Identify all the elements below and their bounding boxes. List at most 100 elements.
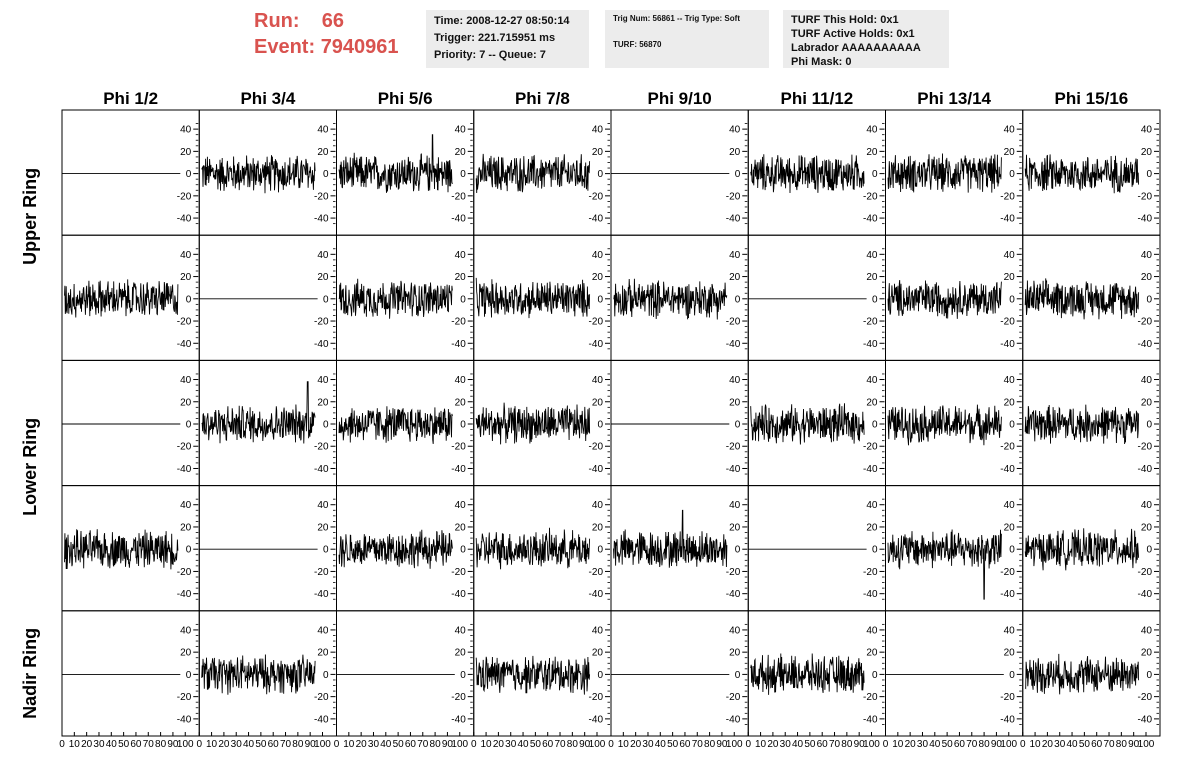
y-tick-label: -40 (1000, 339, 1015, 350)
y-tick-label: 0 (323, 545, 329, 556)
y-tick-label: -40 (314, 589, 329, 600)
y-tick-label: 20 (180, 648, 192, 659)
y-tick-label: 0 (1009, 545, 1015, 556)
x-tick-label: 40 (517, 739, 529, 750)
waveform-trace (887, 280, 1002, 319)
y-tick-label: -20 (726, 692, 741, 703)
y-tick-label: -40 (177, 464, 192, 475)
y-tick-label: -40 (726, 214, 741, 225)
x-tick-label: 40 (792, 739, 804, 750)
x-tick-label: 40 (380, 739, 392, 750)
y-tick-label: 20 (317, 272, 329, 283)
y-tick-label: 20 (1141, 648, 1153, 659)
y-tick-label: 20 (592, 522, 604, 533)
waveform-trace (201, 155, 316, 194)
y-tick-label: 0 (460, 545, 466, 556)
y-tick-label: 40 (455, 375, 467, 386)
y-tick-label: 0 (872, 169, 878, 180)
x-tick-label: 50 (667, 739, 679, 750)
y-tick-label: 0 (186, 545, 192, 556)
y-tick-label: 0 (735, 670, 741, 681)
waveform-trace (1024, 528, 1140, 571)
y-tick-label: 20 (180, 397, 192, 408)
y-tick-label: 20 (866, 272, 878, 283)
y-tick-label: 40 (592, 250, 604, 261)
y-tick-label: -40 (451, 214, 466, 225)
y-tick-label: 0 (597, 169, 603, 180)
y-tick-label: 0 (186, 294, 192, 305)
turf-active-line: TURF Active Holds: 0x1 (791, 28, 915, 40)
y-tick-label: 40 (1004, 375, 1016, 386)
y-tick-label: 0 (872, 294, 878, 305)
y-tick-label: -20 (451, 317, 466, 328)
y-tick-label: -20 (1000, 191, 1015, 202)
y-tick-label: -40 (863, 589, 878, 600)
y-tick-label: -20 (589, 191, 604, 202)
y-tick-label: 0 (1009, 420, 1015, 431)
y-tick-label: 20 (455, 648, 467, 659)
y-tick-label: -20 (314, 191, 329, 202)
y-tick-label: 40 (866, 250, 878, 261)
x-tick-label: 60 (954, 739, 966, 750)
x-tick-label: 40 (929, 739, 941, 750)
x-tick-label: 70 (143, 739, 155, 750)
trig-num-line: Trig Num: 56861 -- Trig Type: Soft (613, 14, 740, 23)
y-tick-label: 40 (180, 500, 192, 511)
y-tick-label: 0 (1009, 169, 1015, 180)
x-tick-label: 0 (883, 739, 889, 750)
x-tick-label: 80 (292, 739, 304, 750)
x-tick-label: 30 (642, 739, 654, 750)
x-tick-label: 0 (608, 739, 614, 750)
y-tick-label: 0 (597, 294, 603, 305)
y-tick-label: -20 (314, 442, 329, 453)
y-tick-label: -40 (1138, 214, 1153, 225)
y-tick-label: 40 (866, 375, 878, 386)
y-tick-label: 0 (735, 545, 741, 556)
y-tick-label: 40 (317, 125, 329, 136)
x-tick-label: 70 (554, 739, 566, 750)
y-tick-label: 0 (1009, 294, 1015, 305)
y-tick-label: 0 (460, 169, 466, 180)
y-tick-label: 40 (1141, 250, 1153, 261)
x-tick-label: 20 (218, 739, 230, 750)
x-tick-label: 80 (567, 739, 579, 750)
y-tick-label: 20 (729, 522, 741, 533)
turf-info-box: TURF This Hold: 0x1 TURF Active Holds: 0… (783, 10, 949, 68)
y-tick-label: -20 (726, 191, 741, 202)
y-tick-label: -40 (314, 339, 329, 350)
y-tick-label: -40 (451, 339, 466, 350)
x-tick-label: 20 (81, 739, 93, 750)
y-tick-label: 0 (186, 169, 192, 180)
x-tick-label: 30 (505, 739, 517, 750)
y-tick-label: -40 (863, 339, 878, 350)
waveform-trace (338, 406, 453, 444)
y-tick-label: -40 (1138, 339, 1153, 350)
y-tick-label: -20 (1138, 317, 1153, 328)
y-tick-label: -40 (863, 464, 878, 475)
column-title: Phi 15/16 (1055, 89, 1129, 108)
x-tick-label: 20 (356, 739, 368, 750)
y-tick-label: -40 (314, 214, 329, 225)
time-line: Time: 2008-12-27 08:50:14 (434, 15, 570, 27)
x-tick-label: 90 (579, 739, 591, 750)
y-tick-label: 20 (317, 648, 329, 659)
y-tick-label: -20 (314, 567, 329, 578)
y-tick-label: 0 (460, 294, 466, 305)
y-tick-label: -20 (863, 567, 878, 578)
y-tick-label: 20 (729, 272, 741, 283)
turf-line: TURF: 56870 (613, 40, 662, 49)
y-tick-label: 0 (1146, 420, 1152, 431)
x-tick-label: 10 (1030, 739, 1042, 750)
y-tick-label: -20 (451, 567, 466, 578)
y-tick-label: 0 (186, 670, 192, 681)
y-tick-label: 20 (317, 147, 329, 158)
turf-hold-line: TURF This Hold: 0x1 (791, 14, 899, 26)
waveform-trace (1024, 154, 1140, 194)
waveform-trace (201, 381, 316, 444)
y-tick-label: -20 (1000, 567, 1015, 578)
y-tick-label: -20 (1000, 442, 1015, 453)
x-tick-label: 60 (130, 739, 142, 750)
y-tick-label: 40 (180, 250, 192, 261)
y-tick-label: 0 (1146, 670, 1152, 681)
waveform-trace (1024, 404, 1140, 445)
